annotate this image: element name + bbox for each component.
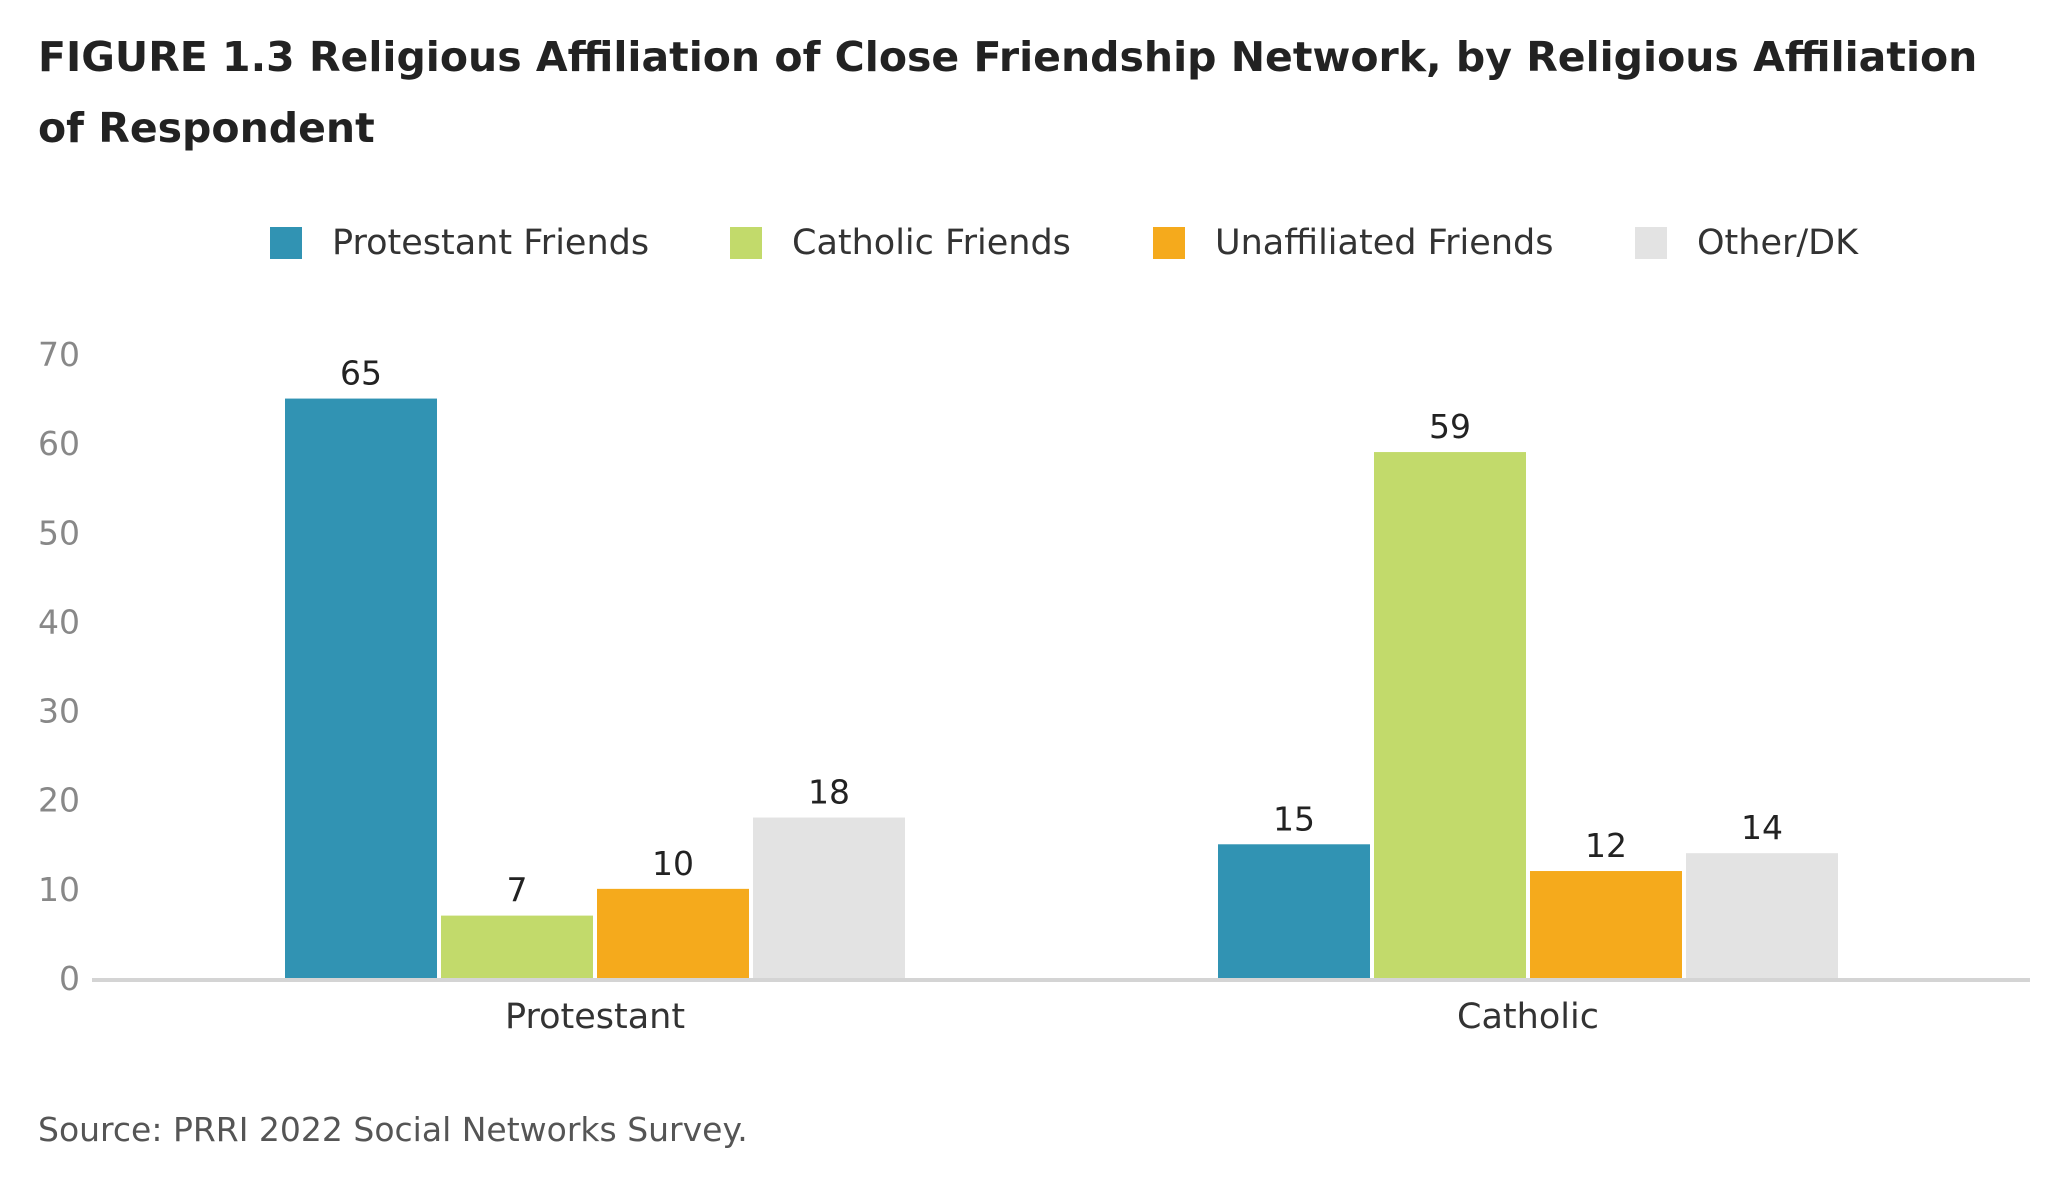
data-label-protestant-other-dk: 18 bbox=[808, 773, 850, 812]
x-category-label-protestant: Protestant bbox=[505, 997, 685, 1037]
legend-swatch-unaffiliated-friends bbox=[1153, 227, 1185, 259]
bar-catholic-other-dk bbox=[1686, 853, 1838, 978]
x-category-label-catholic: Catholic bbox=[1457, 997, 1599, 1037]
data-label-catholic-unaffiliated-friends: 12 bbox=[1585, 826, 1627, 865]
y-tick-label-60: 60 bbox=[38, 424, 80, 463]
legend-item-unaffiliated-friends: Unaffiliated Friends bbox=[1153, 218, 1553, 268]
y-tick-label-40: 40 bbox=[38, 602, 80, 641]
data-label-catholic-protestant-friends: 15 bbox=[1273, 799, 1315, 838]
legend-item-catholic-friends: Catholic Friends bbox=[730, 218, 1071, 268]
legend-swatch-other-dk bbox=[1635, 227, 1667, 259]
bar-protestant-unaffiliated-friends bbox=[597, 888, 749, 978]
legend-label-catholic-friends: Catholic Friends bbox=[792, 223, 1071, 263]
data-label-protestant-protestant-friends: 65 bbox=[340, 354, 382, 393]
y-tick-label-10: 10 bbox=[38, 870, 80, 909]
bar-catholic-catholic-friends bbox=[1374, 452, 1526, 978]
data-label-protestant-unaffiliated-friends: 10 bbox=[652, 844, 694, 883]
bar-catholic-unaffiliated-friends bbox=[1530, 871, 1682, 978]
legend-label-other-dk: Other/DK bbox=[1697, 223, 1859, 263]
y-tick-label-0: 0 bbox=[59, 959, 80, 998]
y-tick-label-70: 70 bbox=[38, 335, 80, 374]
bar-chart: 0 10 20 30 40 50 60 70 65 7 10 18 Protestant 15 59 12 14… bbox=[38, 335, 2030, 1037]
legend-swatch-protestant-friends bbox=[270, 227, 302, 259]
bar-protestant-protestant-friends bbox=[285, 398, 437, 978]
bar-protestant-catholic-friends bbox=[441, 915, 593, 978]
data-label-catholic-catholic-friends: 59 bbox=[1429, 407, 1471, 446]
legend-item-protestant-friends: Protestant Friends bbox=[270, 218, 649, 268]
legend-swatch-catholic-friends bbox=[730, 227, 762, 259]
chart-legend: Protestant Friends Catholic Friends Unaf… bbox=[0, 218, 2064, 268]
bar-catholic-protestant-friends bbox=[1218, 844, 1370, 978]
legend-item-other-dk: Other/DK bbox=[1635, 218, 1858, 268]
y-tick-label-50: 50 bbox=[38, 513, 80, 552]
y-tick-label-30: 30 bbox=[38, 692, 80, 731]
source-note: Source: PRRI 2022 Social Networks Survey… bbox=[38, 1110, 748, 1149]
legend-label-unaffiliated-friends: Unaffiliated Friends bbox=[1215, 223, 1554, 263]
legend-label-protestant-friends: Protestant Friends bbox=[332, 223, 650, 263]
bar-protestant-other-dk bbox=[753, 817, 905, 978]
data-label-catholic-other-dk: 14 bbox=[1741, 808, 1783, 847]
y-tick-label-20: 20 bbox=[38, 781, 80, 820]
figure-title: FIGURE 1.3 Religious Affiliation of Clos… bbox=[38, 33, 1978, 152]
data-label-protestant-catholic-friends: 7 bbox=[507, 871, 528, 910]
